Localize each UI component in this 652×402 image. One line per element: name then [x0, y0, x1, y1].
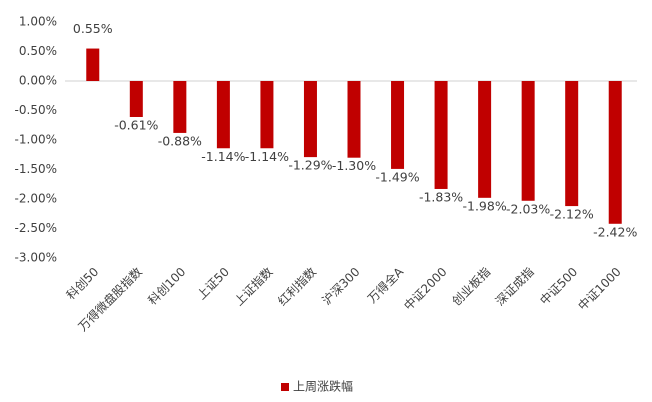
x-tick-label: 深证成指: [492, 264, 537, 309]
value-label: -1.49%: [375, 169, 419, 184]
bar: [434, 81, 448, 189]
bar: [86, 48, 100, 81]
value-label: -0.88%: [158, 133, 202, 148]
bar: [173, 81, 187, 133]
bar: [216, 81, 230, 149]
value-label: -1.14%: [245, 149, 289, 164]
y-tick-label: -3.00%: [15, 251, 57, 265]
value-label: -2.03%: [506, 201, 550, 216]
value-label: 0.55%: [73, 21, 113, 36]
y-tick-label: -2.50%: [15, 221, 57, 235]
bar: [129, 81, 143, 117]
bar: [260, 81, 274, 149]
y-tick-label: 0.00%: [19, 74, 57, 88]
value-label: -1.30%: [332, 158, 376, 173]
value-label: -0.61%: [114, 117, 158, 132]
bar: [303, 81, 317, 158]
x-tick-label: 科创50: [64, 265, 102, 303]
x-tick-label: 科创100: [145, 265, 188, 308]
value-label: -1.14%: [201, 149, 245, 164]
x-tick-label: 红利指数: [274, 264, 319, 309]
x-tick-label: 中证500: [537, 264, 581, 308]
legend-swatch: [281, 383, 289, 391]
bar: [565, 81, 579, 207]
x-tick-label: 中证1000: [575, 264, 624, 313]
value-label: -1.83%: [419, 189, 463, 204]
y-tick-label: -1.00%: [15, 133, 57, 147]
bar: [521, 81, 535, 201]
x-tick-label: 上证指数: [231, 264, 276, 309]
value-label: -2.12%: [550, 207, 594, 222]
y-tick-label: 1.00%: [19, 15, 57, 29]
x-tick-label: 中证2000: [400, 264, 449, 313]
bar: [608, 81, 622, 224]
x-tick-label: 创业板指: [449, 264, 494, 309]
y-tick-label: 0.50%: [19, 44, 57, 58]
y-tick-label: -1.50%: [15, 162, 57, 176]
y-tick-label: -0.50%: [15, 103, 57, 117]
x-tick-label: 上证50: [194, 265, 232, 303]
bar: [347, 81, 361, 158]
bar: [478, 81, 492, 198]
x-tick-label: 万得全A: [364, 263, 406, 305]
y-tick-label: -2.00%: [15, 192, 57, 206]
value-label: -2.42%: [593, 224, 637, 239]
value-label: -1.29%: [288, 158, 332, 173]
legend-label: 上周涨跌幅: [293, 379, 353, 394]
value-label: -1.98%: [462, 198, 506, 213]
x-tick-label: 沪深300: [320, 265, 363, 308]
bar: [391, 81, 405, 169]
